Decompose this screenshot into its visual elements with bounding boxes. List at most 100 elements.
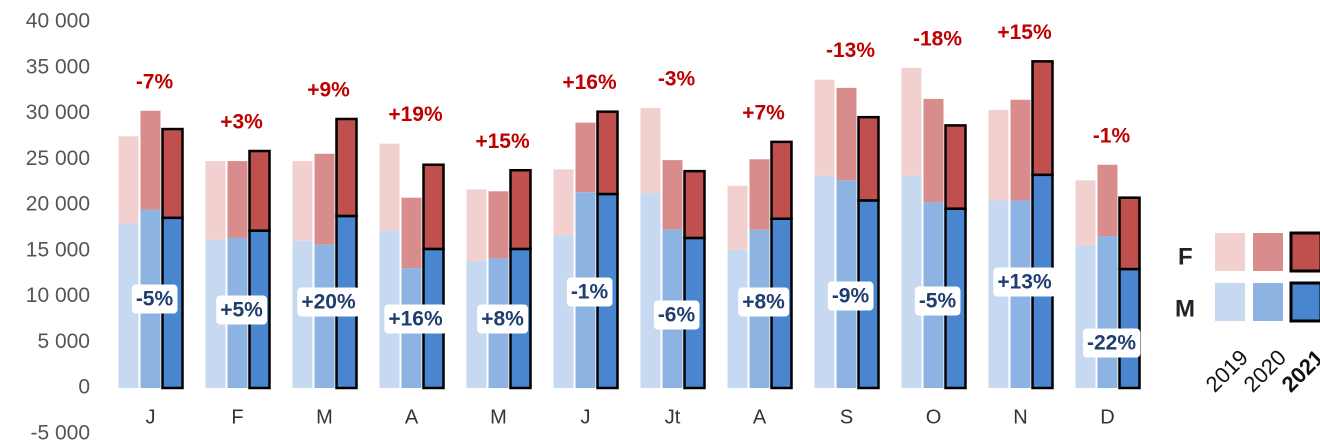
x-tick-label: J — [581, 406, 591, 428]
bar — [727, 185, 748, 250]
bar — [553, 235, 574, 388]
bar — [727, 249, 748, 388]
label-background — [653, 300, 700, 330]
bar — [901, 175, 922, 388]
bar — [161, 127, 184, 220]
x-tick-label: O — [926, 406, 942, 428]
y-tick-label: 0 — [78, 376, 90, 399]
m-change-label: -1% — [571, 281, 609, 304]
bar — [314, 153, 335, 245]
f-change-label: -18% — [913, 27, 962, 50]
f-change-label: +3% — [220, 111, 263, 134]
m-change-label: +8% — [742, 291, 785, 314]
x-tick-label: J — [146, 406, 156, 428]
f-change-label: +19% — [388, 103, 443, 126]
bar — [923, 98, 944, 203]
bar — [553, 169, 574, 236]
bar — [205, 161, 226, 240]
f-change-label: +15% — [997, 21, 1052, 44]
x-tick-label: S — [840, 406, 853, 428]
y-tick-label: 40 000 — [26, 10, 90, 33]
label-background — [566, 277, 613, 307]
bar — [901, 67, 922, 176]
label-background — [384, 304, 447, 334]
bar — [988, 109, 1009, 201]
m-change-label: -5% — [919, 290, 957, 313]
label-background — [827, 281, 874, 311]
f-change-label: +9% — [307, 79, 350, 102]
label-background — [297, 287, 360, 317]
legend-swatch — [1253, 283, 1283, 321]
m-change-label: +5% — [220, 299, 263, 322]
y-tick-label: 10 000 — [26, 284, 90, 307]
legend-swatch — [1215, 233, 1245, 271]
m-change-label: -5% — [136, 288, 174, 311]
f-change-label: -7% — [136, 70, 174, 93]
label-background — [1082, 328, 1141, 358]
bar — [488, 191, 509, 259]
bar — [814, 79, 835, 176]
bar — [596, 110, 619, 196]
f-change-label: -1% — [1093, 124, 1131, 147]
y-tick-label: -5 000 — [30, 421, 90, 444]
bar — [814, 175, 835, 388]
bar — [379, 143, 400, 231]
m-change-label: -6% — [658, 304, 696, 327]
legend-year: 2019 — [1201, 345, 1253, 397]
y-tick-label: 30 000 — [26, 101, 90, 124]
y-tick-label: 15 000 — [26, 238, 90, 261]
bar — [509, 168, 532, 251]
label-background — [477, 304, 529, 334]
m-change-label: -9% — [832, 285, 870, 308]
y-tick-label: 20 000 — [26, 193, 90, 216]
f-change-label: +15% — [475, 130, 530, 153]
bar — [248, 149, 271, 232]
m-change-label: +8% — [481, 308, 524, 331]
label-background — [131, 284, 178, 314]
m-change-label: -22% — [1087, 332, 1136, 355]
bar — [466, 189, 487, 261]
bar — [770, 140, 793, 220]
bar — [1118, 196, 1141, 271]
f-change-label: -13% — [826, 39, 875, 62]
x-tick-label: A — [405, 406, 419, 428]
legend-year: 2021 — [1277, 345, 1320, 397]
x-tick-label: M — [490, 406, 507, 428]
x-tick-label: F — [231, 406, 243, 428]
legend-swatch — [1253, 233, 1283, 271]
legend-year: 2020 — [1239, 345, 1291, 397]
m-change-label: +13% — [997, 271, 1052, 294]
x-tick-label: N — [1013, 406, 1027, 428]
bar — [1075, 180, 1096, 246]
f-change-label: -3% — [658, 68, 696, 91]
legend-swatch — [1289, 281, 1320, 323]
bar — [857, 115, 880, 202]
bar — [749, 159, 770, 230]
bar — [944, 124, 967, 210]
x-tick-label: D — [1100, 406, 1114, 428]
bar — [118, 223, 139, 388]
m-change-label: +16% — [388, 308, 443, 331]
bar — [640, 108, 661, 194]
y-tick-label: 25 000 — [26, 147, 90, 170]
label-background — [914, 286, 961, 316]
f-change-label: +7% — [742, 101, 785, 124]
x-tick-label: Jt — [665, 406, 681, 428]
bar — [662, 160, 683, 230]
bar — [401, 197, 422, 269]
bar — [836, 87, 857, 181]
bar — [118, 136, 139, 224]
label-background — [993, 267, 1056, 297]
bar — [1010, 99, 1031, 201]
legend-label: F — [1178, 243, 1193, 270]
bar — [335, 117, 358, 218]
bar — [1118, 267, 1141, 390]
f-change-label: +16% — [562, 71, 617, 94]
bar — [466, 260, 487, 388]
bar — [1097, 164, 1118, 237]
bar — [1097, 236, 1118, 388]
bar — [140, 110, 161, 210]
legend-swatch — [1289, 231, 1320, 273]
bar — [575, 122, 596, 193]
bar — [1031, 60, 1054, 177]
